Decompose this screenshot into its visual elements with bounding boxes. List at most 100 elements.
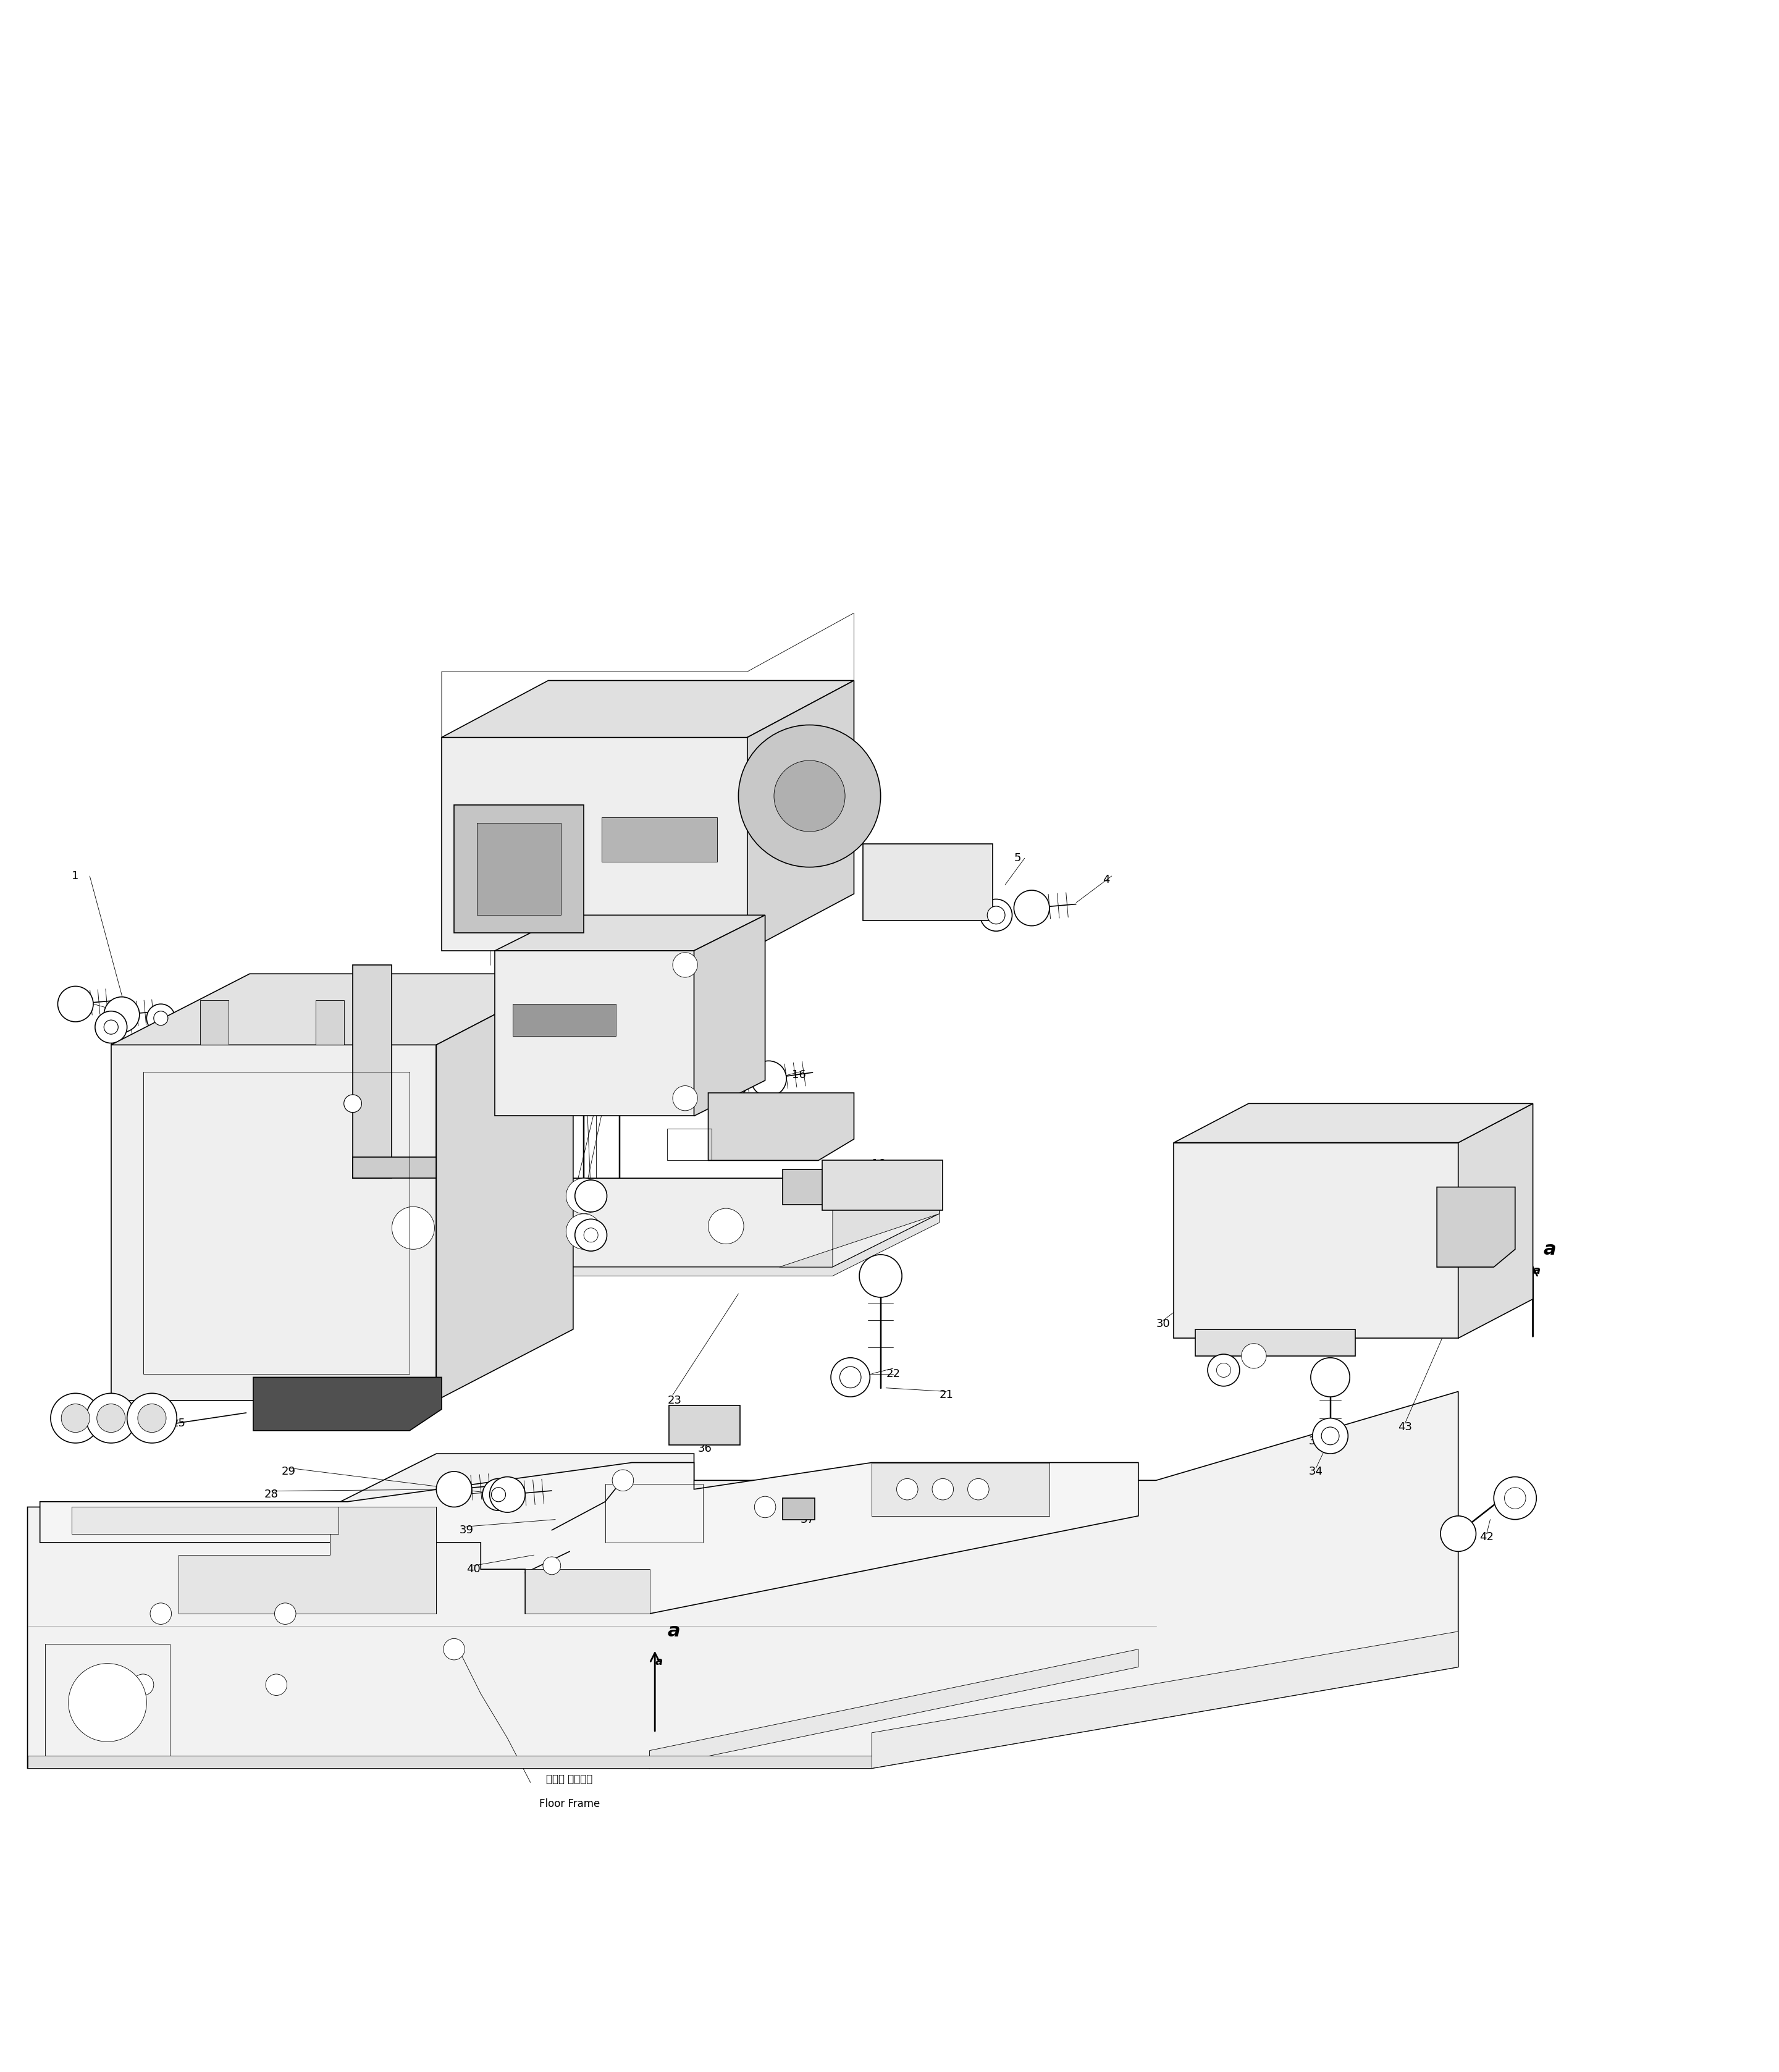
Polygon shape [27, 1392, 1459, 1767]
Circle shape [1494, 1477, 1537, 1519]
Text: 17: 17 [747, 1075, 761, 1086]
Circle shape [672, 953, 697, 978]
Circle shape [575, 1218, 607, 1251]
Text: 28: 28 [263, 1490, 278, 1500]
Text: a: a [667, 1622, 680, 1641]
Circle shape [1313, 1417, 1348, 1455]
Bar [512, 1005, 616, 1036]
Circle shape [153, 1011, 167, 1026]
Text: a: a [1533, 1266, 1541, 1276]
Text: 22: 22 [886, 1368, 900, 1380]
Polygon shape [454, 804, 584, 932]
Text: 4: 4 [1103, 874, 1110, 885]
Text: 42: 42 [1480, 1531, 1494, 1544]
Circle shape [1311, 1357, 1350, 1397]
Polygon shape [39, 1542, 649, 1767]
Polygon shape [495, 916, 765, 951]
Text: 8: 8 [587, 879, 594, 891]
Text: 13: 13 [569, 1216, 584, 1229]
Text: 29: 29 [146, 1013, 160, 1024]
Polygon shape [315, 1001, 343, 1044]
Circle shape [612, 1469, 633, 1492]
Polygon shape [263, 1179, 939, 1268]
Text: 11: 11 [270, 1088, 285, 1098]
Circle shape [103, 1019, 117, 1034]
Circle shape [584, 1229, 598, 1243]
Text: 18: 18 [872, 1158, 886, 1169]
Circle shape [436, 1471, 471, 1506]
Circle shape [1505, 1488, 1526, 1508]
Polygon shape [436, 974, 573, 1401]
Text: 41: 41 [1521, 1502, 1535, 1513]
Circle shape [708, 1208, 744, 1243]
Circle shape [132, 1674, 153, 1695]
Polygon shape [863, 843, 993, 920]
Circle shape [343, 1094, 361, 1113]
Circle shape [443, 1639, 464, 1660]
Bar [0, 1125, 1779, 1925]
Text: 26: 26 [68, 1417, 82, 1430]
Text: 30: 30 [1156, 1318, 1171, 1330]
Circle shape [980, 899, 1012, 930]
Polygon shape [649, 1649, 1139, 1767]
Polygon shape [110, 974, 573, 1044]
Polygon shape [110, 1044, 436, 1401]
Text: 35: 35 [1309, 1436, 1324, 1446]
Polygon shape [1195, 1330, 1356, 1355]
Polygon shape [253, 1378, 441, 1430]
Polygon shape [669, 1405, 740, 1444]
Polygon shape [708, 1092, 854, 1160]
Polygon shape [779, 1179, 939, 1268]
Polygon shape [747, 680, 854, 951]
Polygon shape [477, 823, 560, 916]
Text: 12: 12 [334, 1115, 349, 1127]
Text: 32: 32 [1206, 1222, 1220, 1233]
Polygon shape [1174, 1104, 1533, 1142]
Text: 14: 14 [644, 1094, 658, 1106]
Circle shape [1014, 891, 1050, 926]
Circle shape [1441, 1517, 1477, 1552]
Polygon shape [872, 1631, 1459, 1767]
Text: 5: 5 [1014, 854, 1021, 864]
Circle shape [672, 1086, 697, 1111]
Text: 6: 6 [694, 1088, 701, 1098]
Circle shape [1242, 1343, 1267, 1368]
Circle shape [712, 1065, 747, 1100]
Text: 23: 23 [667, 1394, 681, 1407]
Polygon shape [178, 1506, 436, 1614]
Polygon shape [27, 1755, 872, 1767]
Text: 33: 33 [1195, 1243, 1210, 1256]
Text: 31: 31 [1195, 1266, 1210, 1276]
Circle shape [968, 1488, 989, 1508]
Text: 9: 9 [569, 897, 576, 908]
Circle shape [987, 905, 1005, 924]
Circle shape [149, 1604, 171, 1624]
Text: 16: 16 [792, 1069, 806, 1082]
Polygon shape [263, 1214, 939, 1276]
Polygon shape [352, 966, 391, 1179]
Text: Floor Frame: Floor Frame [539, 1798, 600, 1809]
Polygon shape [1437, 1187, 1516, 1268]
Circle shape [57, 986, 93, 1021]
Polygon shape [1174, 1142, 1459, 1339]
Circle shape [263, 1080, 299, 1117]
Polygon shape [694, 916, 765, 1117]
Text: 40: 40 [466, 1564, 480, 1575]
Circle shape [575, 1179, 607, 1212]
Bar [601, 816, 717, 862]
Text: 28: 28 [121, 1005, 135, 1017]
Circle shape [482, 1479, 514, 1510]
Text: 10: 10 [299, 1109, 313, 1119]
Text: 15: 15 [694, 1075, 708, 1086]
Circle shape [85, 1392, 135, 1442]
Circle shape [751, 1061, 786, 1096]
Circle shape [738, 725, 881, 868]
Text: 19: 19 [818, 1173, 833, 1183]
Circle shape [822, 1164, 857, 1200]
Circle shape [1208, 1355, 1240, 1386]
Circle shape [566, 1214, 601, 1249]
Text: 7: 7 [85, 999, 93, 1009]
Circle shape [774, 760, 845, 831]
Circle shape [96, 1405, 125, 1432]
Text: 24: 24 [294, 1401, 308, 1411]
